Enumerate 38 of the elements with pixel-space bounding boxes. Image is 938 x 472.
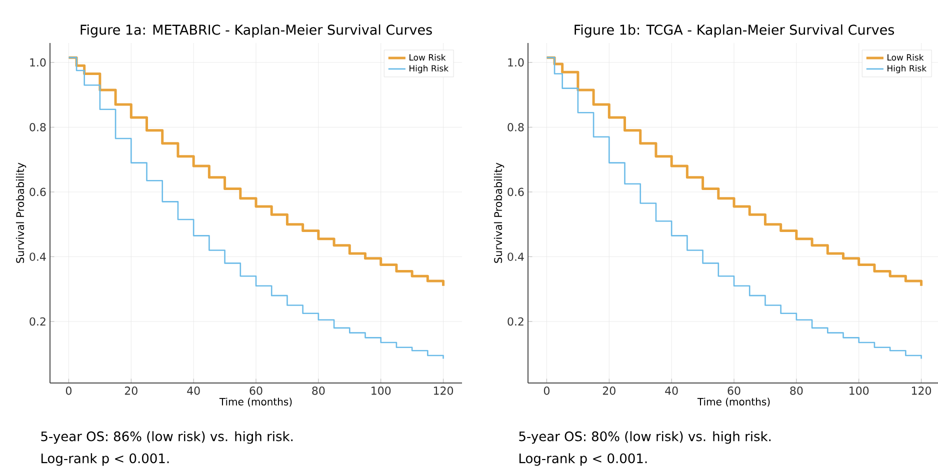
y-tick-label: 1.0 (508, 58, 524, 67)
text: Log-rank p < 0.001. (519, 453, 647, 466)
y-tick-label: 0.4 (30, 252, 46, 261)
x-axis-title: Time (months) (697, 398, 770, 407)
x-axis-title: Time (months) (219, 398, 292, 407)
x-tick-label: 120 (912, 386, 932, 395)
x-tick-label: 40 (665, 386, 678, 395)
y-tick-label: 1.0 (30, 58, 46, 67)
x-tick-label: 100 (850, 386, 869, 395)
legend-label: High Risk (410, 64, 449, 74)
y-tick-label: 0.4 (508, 252, 524, 261)
y-tick-label: 0.6 (30, 188, 46, 196)
y-tick-label: 0.6 (508, 188, 524, 196)
x-tick-label: 20 (602, 386, 616, 395)
chart-title: Figure 1a: METABRIC - Kaplan-Meier Survival Curves (80, 24, 432, 38)
x-tick-label: 80 (312, 386, 325, 395)
x-tick-label: 80 (790, 386, 803, 395)
y-tick-label: 0.2 (30, 317, 46, 326)
y-tick-label: 0.2 (508, 317, 524, 326)
text: Log-rank p < 0.001. (41, 453, 169, 466)
chart-title: Figure 1b: TCGA - Kaplan-Meier Survival Curves (574, 24, 894, 38)
y-tick-label: 0.8 (508, 123, 524, 132)
text: 5-year OS: 80% (low risk) vs. high risk. (519, 431, 771, 444)
legend-label: Low Risk (888, 54, 924, 61)
x-tick-label: 100 (372, 386, 391, 395)
legend-label: Low Risk (410, 54, 446, 61)
x-tick-label: 40 (187, 386, 200, 395)
y-axis-title: Survival Probability (494, 162, 504, 263)
x-tick-label: 20 (124, 386, 138, 395)
text: 5-year OS: 86% (low risk) vs. high risk. (41, 431, 293, 444)
x-tick-label: 60 (250, 386, 262, 395)
x-tick-label: 120 (434, 386, 454, 395)
y-axis-title: Survival Probability (16, 162, 26, 263)
x-tick-label: 0 (66, 386, 72, 395)
legend-label: High Risk (888, 64, 927, 74)
x-tick-label: 0 (544, 386, 550, 395)
x-tick-label: 60 (728, 386, 740, 395)
y-tick-label: 0.8 (30, 123, 46, 132)
